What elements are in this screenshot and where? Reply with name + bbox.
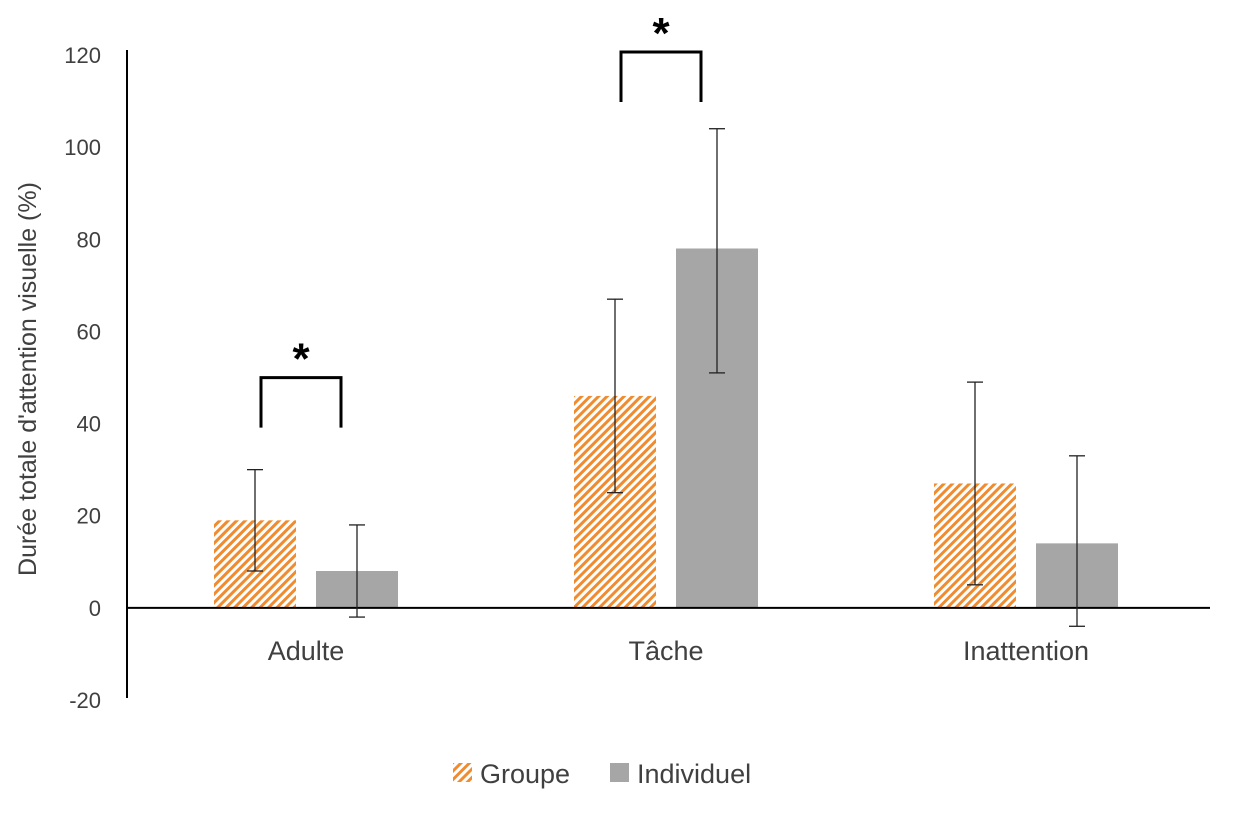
significance-layer: ** — [259, 9, 703, 428]
y-tick-label: 80 — [77, 227, 101, 252]
axes-layer: -20 0 20 40 60 80 100 120 Adulte Tâche Inattention… — [14, 43, 1210, 713]
significance-star: * — [652, 9, 670, 58]
bars-layer — [214, 248, 1118, 608]
significance-bracket-adulte — [259, 376, 343, 428]
y-tick-label: 60 — [77, 319, 101, 344]
legend-label-groupe: Groupe — [480, 759, 570, 789]
legend-label-individuel: Individuel — [637, 759, 751, 789]
y-tick-label: -20 — [69, 688, 101, 713]
x-category-label: Inattention — [963, 636, 1089, 666]
y-axis-title: Durée totale d'attention visuelle (%) — [14, 182, 42, 576]
significance-star: * — [292, 335, 310, 384]
x-category-label: Adulte — [268, 636, 345, 666]
significance-bracket-tâche — [619, 50, 703, 102]
y-tick-label: 0 — [89, 596, 101, 621]
y-tick-label: 40 — [77, 412, 101, 437]
legend-swatch-individuel — [610, 763, 629, 782]
legend-swatch-groupe — [453, 763, 472, 782]
y-tick-label: 20 — [77, 504, 101, 529]
legend: Groupe Individuel — [453, 759, 751, 789]
y-tick-label: 120 — [64, 43, 101, 68]
x-category-label: Tâche — [628, 636, 703, 666]
y-tick-label: 100 — [64, 135, 101, 160]
error-bars-layer — [247, 128, 1085, 627]
